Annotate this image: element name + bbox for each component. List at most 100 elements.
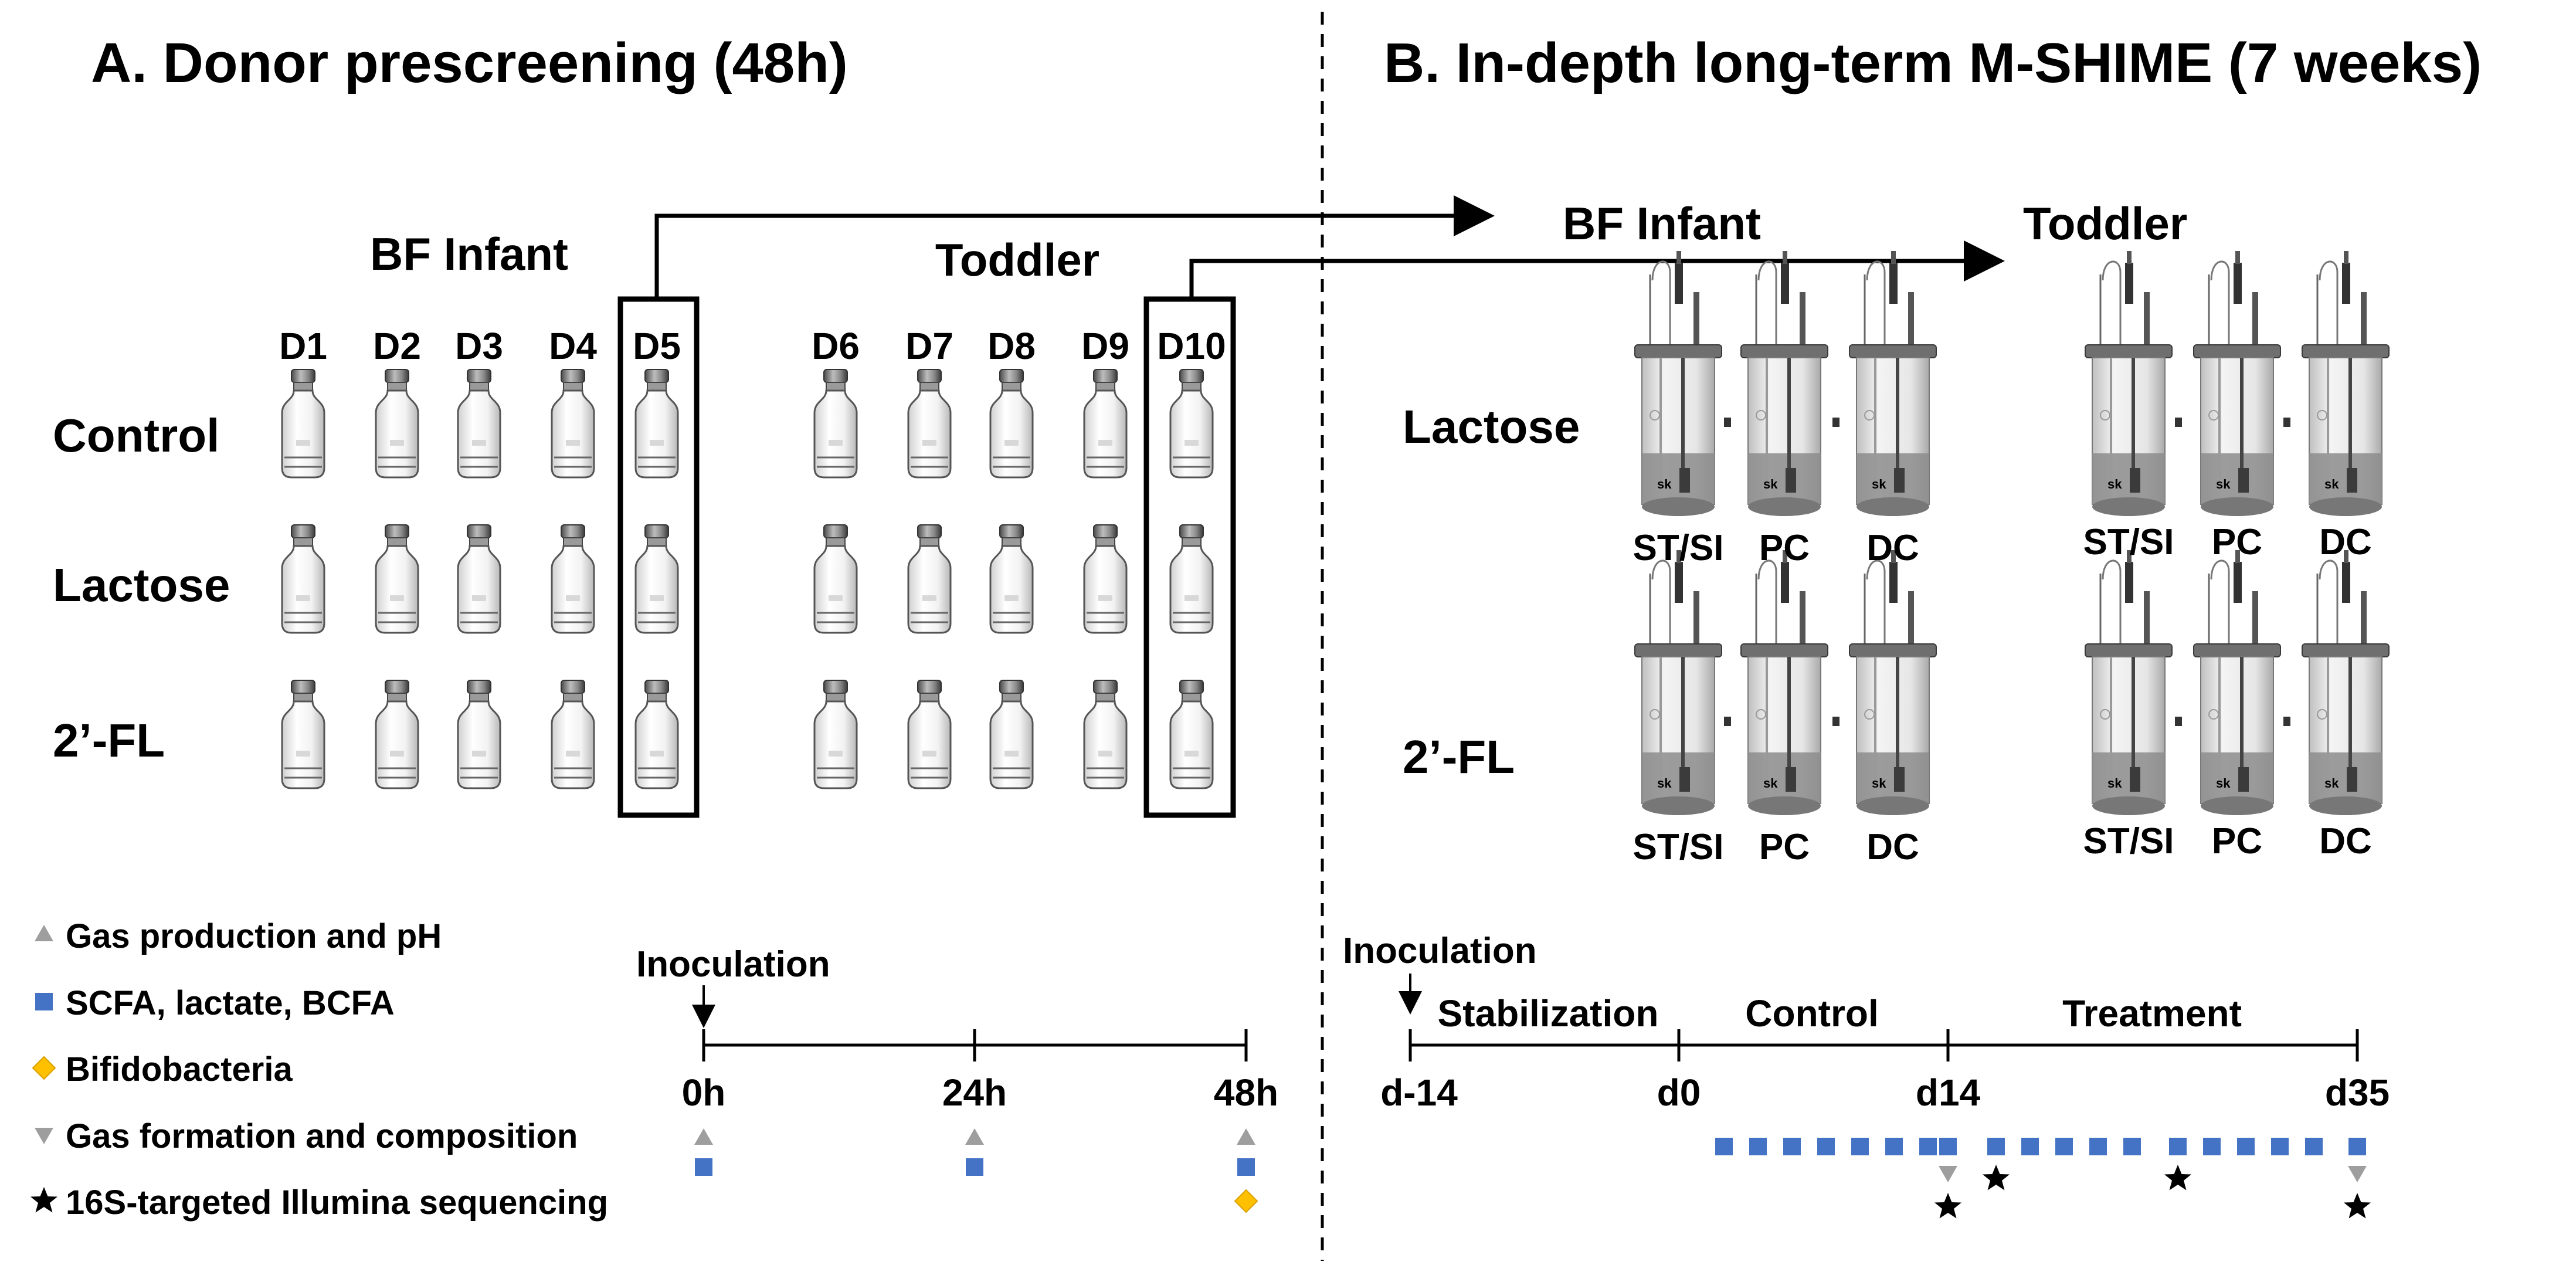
square-icon — [2169, 1138, 2187, 1155]
reactor-label: DC — [1866, 827, 1919, 867]
square-icon — [1817, 1138, 1835, 1155]
serum-bottle — [634, 524, 679, 634]
square-icon — [1919, 1138, 1937, 1155]
row-label-lactose-b: Lactose — [1403, 401, 1580, 453]
reactor-label: PC — [1759, 528, 1810, 568]
timeline-b: Inoculation Stabilization Control Treatm… — [1343, 931, 2390, 1219]
reactor-label: ST/SI — [2083, 522, 2174, 562]
row-label-2fl-a: 2’-FL — [53, 714, 165, 767]
reactor-label: ST/SI — [2083, 821, 2174, 862]
serum-bottle — [813, 679, 858, 789]
square-icon — [1783, 1138, 1801, 1155]
legend-label: Bifidobacteria — [66, 1050, 293, 1088]
shime-reactor — [1849, 550, 1936, 815]
shime-reactor — [2194, 550, 2280, 815]
tick-label: d14 — [1916, 1071, 1981, 1114]
tick-label: d-14 — [1380, 1071, 1458, 1114]
group-label-toddler-a: Toddler — [935, 234, 1099, 286]
reactor-labels: ST/SI PC DC ST/SI PC DC ST/SI PC DC ST/S… — [1633, 522, 2371, 867]
square-icon — [2305, 1138, 2323, 1155]
serum-bottle — [634, 368, 679, 479]
reactor-tag: sk — [2107, 477, 2122, 491]
shime-reactor — [1741, 550, 1828, 815]
square-icon — [695, 1158, 712, 1176]
serum-bottle — [1083, 524, 1128, 634]
legend-label: 16S-targeted Illumina sequencing — [66, 1183, 608, 1222]
serum-bottle — [457, 368, 501, 479]
reactor-tag: sk — [1872, 477, 1886, 491]
bottle-grid — [281, 368, 1214, 789]
serum-bottle — [907, 524, 952, 634]
timeline-start-label: Inoculation — [1343, 931, 1537, 971]
reactor-tag: sk — [1657, 776, 1672, 791]
serum-bottle — [551, 679, 595, 789]
square-icon — [2271, 1138, 2289, 1155]
legend-label: Gas production and pH — [66, 917, 442, 955]
phase-label: Treatment — [2062, 992, 2242, 1035]
square-icon — [2348, 1138, 2366, 1155]
tick-label: 0h — [682, 1071, 726, 1114]
reactor-tags: sk sk sk sk sk sk sk sk sk sk sk sk — [1657, 477, 2339, 791]
square-icon — [2055, 1138, 2073, 1155]
triangle-down-icon — [35, 1128, 53, 1144]
square-icon — [2237, 1138, 2255, 1155]
serum-bottle — [1083, 368, 1128, 479]
donor-label: D10 — [1157, 325, 1226, 367]
row-label-2fl-b: 2’-FL — [1403, 731, 1515, 783]
reactor-tag: sk — [2107, 776, 2122, 791]
donor-label: D4 — [549, 325, 597, 367]
reactor-tag: sk — [1872, 776, 1886, 791]
reactor-label: PC — [1759, 827, 1810, 867]
square-icon — [35, 993, 53, 1010]
donor-label: D3 — [455, 325, 503, 367]
legend: Gas production and pH SCFA, lactate, BCF… — [30, 917, 608, 1222]
row-label-lactose-a: Lactose — [53, 559, 230, 611]
square-icon — [2123, 1138, 2141, 1155]
reactor-tag: sk — [2324, 477, 2339, 491]
reactor-label: DC — [1866, 528, 1919, 568]
star-icon — [1934, 1193, 1961, 1219]
phase-label: Control — [1745, 992, 1879, 1035]
tick-label: d35 — [2325, 1071, 2390, 1114]
reactor-label: ST/SI — [1633, 528, 1723, 568]
donor-label: D8 — [987, 325, 1036, 367]
tick-label: 48h — [1214, 1071, 1278, 1114]
reactor-tag: sk — [1763, 477, 1778, 491]
serum-bottle — [1169, 368, 1214, 479]
reactor-label: PC — [2212, 821, 2262, 862]
shime-reactor — [2085, 251, 2172, 516]
star-icon — [1983, 1165, 2010, 1191]
serum-bottle — [989, 368, 1034, 479]
reactor-label: DC — [2319, 821, 2372, 862]
donor-label: D7 — [905, 325, 953, 367]
shime-reactor — [2302, 251, 2389, 516]
group-label-toddler-b: Toddler — [2023, 198, 2187, 249]
serum-bottle — [989, 524, 1034, 634]
serum-bottle — [375, 368, 419, 479]
serum-bottle — [375, 679, 419, 789]
serum-bottle — [551, 524, 595, 634]
shime-reactor — [2085, 550, 2172, 815]
donor-label: D1 — [279, 325, 327, 367]
star-icon — [2344, 1193, 2371, 1219]
star-icon — [30, 1187, 57, 1213]
donor-label: D6 — [812, 325, 860, 367]
serum-bottle — [907, 679, 952, 789]
triangle-up-icon — [694, 1128, 713, 1145]
reactor-tag: sk — [2216, 776, 2231, 791]
square-icon — [1749, 1138, 1767, 1155]
serum-bottle — [281, 679, 325, 789]
triangle-up-icon — [35, 925, 53, 941]
serum-bottle — [813, 524, 858, 634]
row-label-control: Control — [53, 409, 219, 462]
donor-labels: D1 D2 D3 D4 D5 D6 D7 D8 D9 D10 — [279, 325, 1226, 367]
serum-bottle — [281, 524, 325, 634]
reactor-label: PC — [2212, 522, 2262, 562]
serum-bottle — [1169, 524, 1214, 634]
serum-bottle — [457, 679, 501, 789]
serum-bottle — [281, 368, 325, 479]
legend-label: Gas formation and composition — [66, 1117, 578, 1155]
phase-label: Stabilization — [1438, 992, 1659, 1035]
shime-reactor — [1741, 251, 1828, 516]
